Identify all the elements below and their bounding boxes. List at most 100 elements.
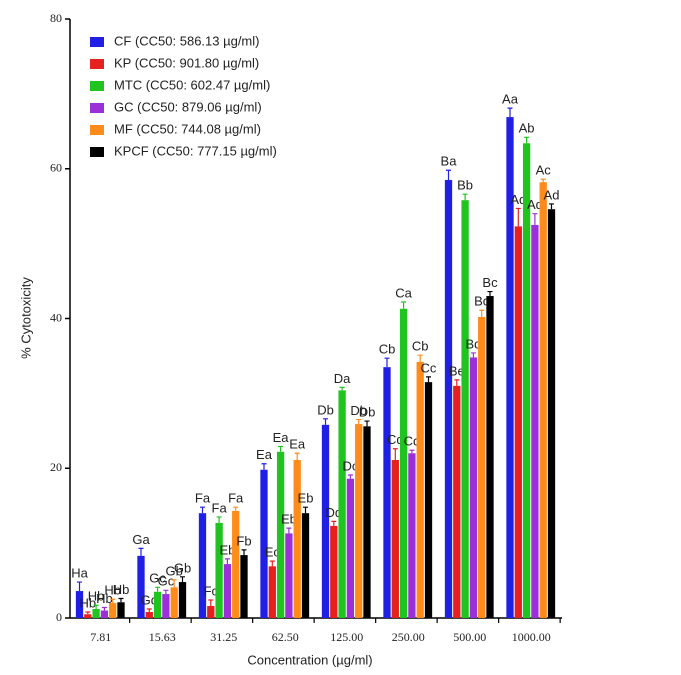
- error-bar: [294, 452, 300, 461]
- significance-letter: Ad: [527, 197, 543, 212]
- x-tick-label: 31.25: [210, 630, 237, 644]
- bar: [260, 469, 268, 618]
- bar: [240, 555, 248, 618]
- error-bar: [532, 213, 538, 225]
- y-tick-label: 60: [50, 161, 62, 175]
- y-axis-title: % Cytotoxicity: [18, 277, 33, 359]
- significance-letter: Ac: [536, 163, 552, 178]
- significance-letter: Gd: [141, 592, 158, 607]
- legend-swatch: [90, 59, 104, 69]
- x-tick-label: 125.00: [330, 630, 363, 644]
- significance-letter: Ab: [519, 121, 535, 136]
- significance-letter: Ea: [273, 430, 290, 445]
- significance-letter: Cc: [421, 360, 437, 375]
- bar: [268, 566, 276, 618]
- error-bar: [261, 463, 267, 470]
- error-bar: [454, 379, 460, 386]
- significance-letter: Ba: [441, 154, 458, 169]
- error-bar: [524, 136, 530, 144]
- significance-letter: Ca: [395, 285, 412, 300]
- error-bar: [339, 386, 345, 391]
- error-bar: [138, 547, 144, 556]
- bar: [461, 200, 469, 618]
- bar: [486, 296, 494, 618]
- significance-letter: Gb: [166, 563, 183, 578]
- x-tick-label: 250.00: [392, 630, 425, 644]
- error-bar: [384, 357, 390, 368]
- legend-label: KPCF (CC50: 777.15 µg/ml): [114, 143, 277, 158]
- error-bar: [479, 309, 485, 318]
- bar: [137, 555, 145, 618]
- significance-letter: Ad: [510, 192, 526, 207]
- significance-letter: Fa: [228, 491, 244, 506]
- significance-letter: Bc: [474, 294, 490, 309]
- bar: [153, 591, 162, 618]
- error-bar: [515, 207, 521, 227]
- significance-letter: Da: [334, 371, 351, 386]
- y-tick-label: 40: [50, 310, 62, 324]
- x-axis-title: Concentration (µg/ml): [247, 652, 372, 667]
- significance-letter: Gc: [158, 574, 175, 589]
- significance-letter: Db: [359, 405, 376, 420]
- significance-letter: Bb: [457, 178, 473, 193]
- significance-letter: Fb: [236, 533, 251, 548]
- x-tick-label: 62.50: [272, 630, 299, 644]
- legend-label: CF (CC50: 586.13 µg/ml): [114, 33, 259, 48]
- error-bar: [364, 420, 370, 427]
- significance-letter: Db: [317, 402, 334, 417]
- significance-letter: Cb: [379, 342, 396, 357]
- error-bar: [409, 449, 415, 454]
- significance-letter: Hb: [88, 589, 105, 604]
- bar: [145, 612, 153, 618]
- significance-letter: Hb: [104, 583, 121, 598]
- bar: [363, 426, 371, 618]
- bar: [514, 226, 522, 618]
- error-bar: [200, 506, 205, 514]
- bar: [416, 361, 424, 618]
- bar: [301, 513, 310, 618]
- error-bar: [323, 418, 328, 425]
- bar: [444, 179, 453, 618]
- error-bar: [163, 589, 169, 595]
- significance-letter: Cd: [404, 434, 421, 449]
- legend-swatch: [90, 125, 104, 135]
- y-tick-label: 0: [56, 610, 62, 624]
- error-bar: [224, 558, 230, 565]
- bar: [338, 390, 346, 618]
- significance-letter: Ea: [289, 437, 306, 452]
- legend-swatch: [90, 81, 104, 91]
- error-bar: [507, 107, 513, 118]
- bar: [321, 424, 330, 618]
- significance-letter: Gc: [149, 571, 166, 586]
- bar: [531, 224, 539, 618]
- significance-letter: Be: [449, 363, 465, 378]
- error-bar: [417, 354, 423, 362]
- significance-letter: Gb: [174, 560, 191, 575]
- bar: [346, 478, 355, 618]
- significance-letter: Aa: [502, 92, 519, 107]
- bar: [109, 603, 117, 618]
- error-bar: [331, 520, 337, 526]
- error-bar: [101, 606, 107, 611]
- legend-label: KP (CC50: 901.80 µg/ml): [114, 55, 259, 70]
- error-bar: [401, 301, 407, 309]
- bar: [453, 385, 461, 618]
- error-bar: [470, 352, 476, 358]
- error-bar: [303, 506, 308, 514]
- error-bar: [118, 597, 124, 603]
- bar: [84, 614, 92, 618]
- x-tick-label: 7.81: [90, 630, 111, 644]
- significance-letter: Fa: [195, 491, 211, 506]
- legend-swatch: [90, 37, 104, 47]
- significance-letter: Hb: [96, 591, 113, 606]
- bar: [162, 594, 170, 618]
- significance-letter: Dc: [342, 458, 358, 473]
- legend-label: GC (CC50: 879.06 µg/ml): [114, 99, 262, 114]
- significance-letter: Db: [350, 403, 367, 418]
- significance-letter: Eb: [281, 512, 297, 527]
- significance-letter: Ad: [544, 187, 560, 202]
- error-bar: [278, 445, 284, 452]
- bar: [198, 513, 207, 618]
- significance-letter: Cb: [412, 339, 429, 354]
